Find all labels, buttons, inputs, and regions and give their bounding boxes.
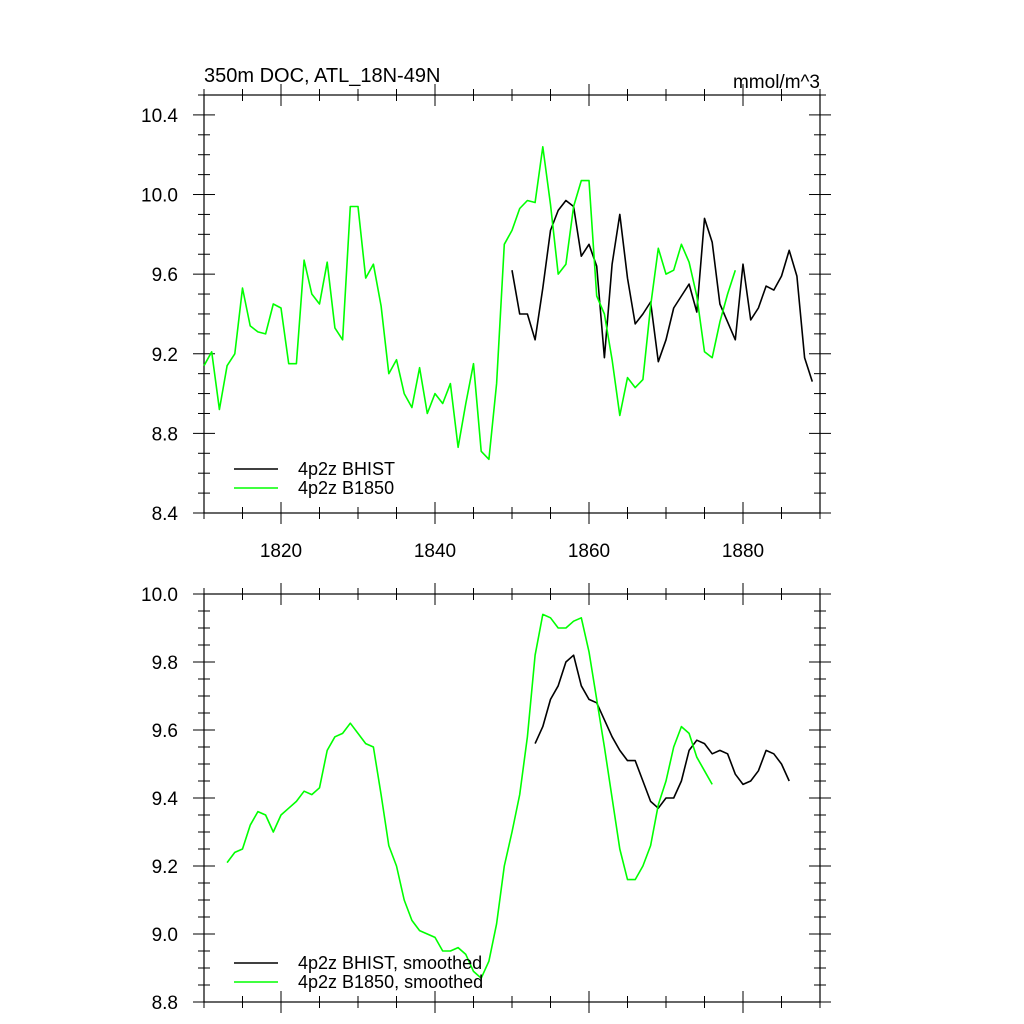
bottom-plot-frame bbox=[203, 593, 821, 1003]
bottom-legend-label: 4p2z B1850, smoothed bbox=[298, 972, 483, 992]
top-series-line-2 bbox=[203, 146, 737, 461]
bottom-y-tick-label: 9.6 bbox=[152, 721, 178, 742]
bottom-y-tick-label: 9.4 bbox=[152, 789, 179, 810]
top-y-tick-label: 8.8 bbox=[152, 424, 178, 445]
top-legend-label: 4p2z B1850 bbox=[298, 478, 394, 498]
bottom-y-tick-label: 9.2 bbox=[152, 857, 178, 878]
top-y-tick-label: 10.4 bbox=[141, 106, 178, 127]
top-plot-frame bbox=[203, 94, 821, 514]
bottom-panel: 8.8 9.0 9.2 9.4 9.6 9.8 10.0 4p2z BHIST, smooth… bbox=[141, 583, 831, 1014]
bottom-y-tick-label: 9.8 bbox=[152, 653, 178, 674]
top-legend-label: 4p2z BHIST bbox=[298, 459, 395, 479]
top-panel: 350m DOC, ATL_18N-49N mmol/m^3 1820 1840 1… bbox=[141, 65, 831, 562]
bottom-plot-area: 8.8 9.0 9.2 9.4 9.6 9.8 10.0 4p2z BHIST, smooth… bbox=[141, 583, 831, 1014]
top-chart-units: mmol/m^3 bbox=[733, 72, 820, 93]
top-y-tick-label: 9.6 bbox=[152, 265, 178, 286]
bottom-y-tick-label: 10.0 bbox=[141, 585, 178, 606]
top-y-tick-label: 9.2 bbox=[152, 345, 178, 366]
top-x-tick-label: 1860 bbox=[568, 541, 610, 562]
bottom-series-line-2 bbox=[226, 613, 713, 980]
top-x-tick-label: 1840 bbox=[414, 541, 456, 562]
top-plot-area: 1820 1840 1860 1880 8.4 8.8 9.2 9.6 10.0 10.4 4p2z… bbox=[141, 84, 831, 562]
top-y-tick-label: 8.4 bbox=[152, 504, 179, 525]
top-x-tick-label: 1820 bbox=[260, 541, 302, 562]
top-x-tick-label: 1880 bbox=[722, 541, 764, 562]
bottom-y-tick-label: 9.0 bbox=[152, 925, 178, 946]
top-chart-title: 350m DOC, ATL_18N-49N bbox=[204, 65, 440, 87]
bottom-series-line-1 bbox=[534, 654, 790, 810]
top-series-line-1 bbox=[511, 199, 814, 382]
bottom-legend-label: 4p2z BHIST, smoothed bbox=[298, 953, 482, 973]
top-y-tick-label: 10.0 bbox=[141, 186, 178, 207]
bottom-y-tick-label: 8.8 bbox=[152, 993, 178, 1014]
